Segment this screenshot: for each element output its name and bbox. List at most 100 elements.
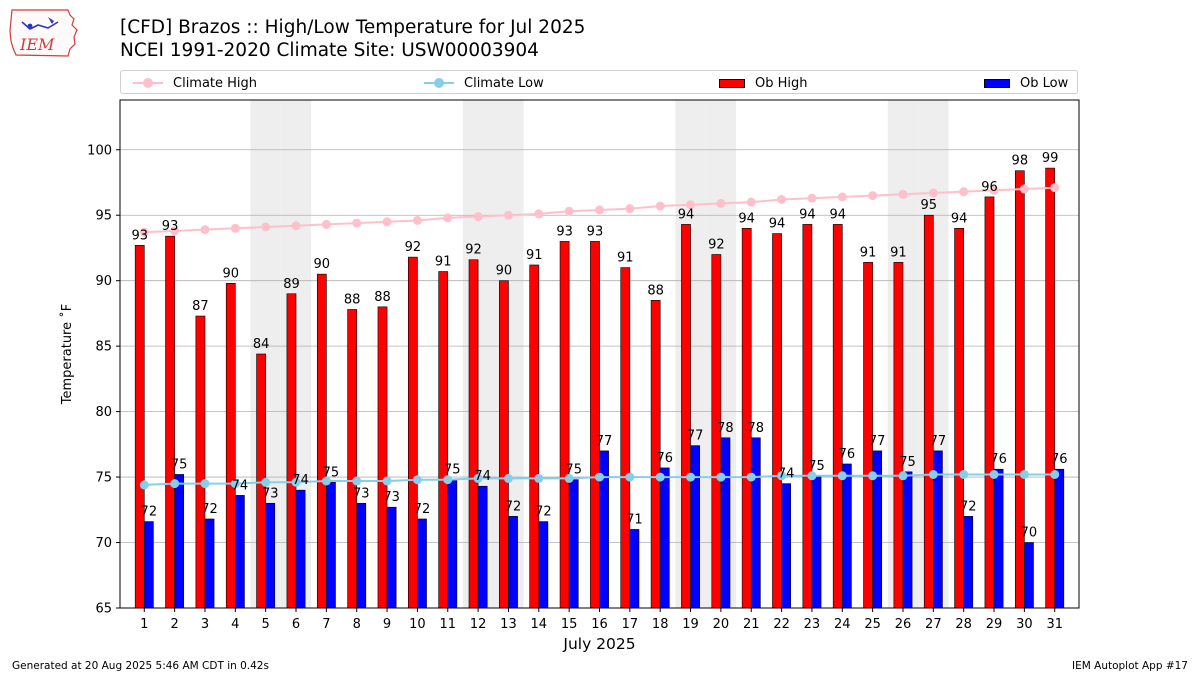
climate-low-point (959, 469, 969, 479)
ob-high-label: 89 (283, 277, 300, 292)
ob-high-bar (1014, 170, 1025, 609)
y-tick-label: 95 (95, 209, 112, 224)
y-tick-label: 80 (95, 405, 112, 420)
ob-low-label: 73 (383, 490, 400, 505)
climate-low-point (928, 469, 938, 479)
climate-high-point (473, 212, 483, 222)
legend-label-ob-high: Ob High (755, 75, 808, 91)
climate-high-swatch (133, 78, 163, 88)
y-tick-label: 65 (95, 602, 112, 617)
ob-high-label: 88 (374, 290, 391, 305)
climate-low-point (139, 480, 149, 490)
ob-low-bar (447, 479, 458, 609)
ob-high-label: 92 (708, 237, 725, 252)
x-tick-label: 12 (470, 617, 487, 632)
climate-low-point (716, 472, 726, 482)
ob-low-bar (963, 516, 974, 609)
ob-high-label: 88 (647, 283, 664, 298)
climate-high-point (868, 191, 878, 201)
ob-high-label: 90 (222, 266, 239, 281)
ob-high-label: 95 (921, 198, 938, 213)
ob-high-bar (408, 256, 418, 609)
legend-item-ob-high: Ob High (719, 71, 808, 95)
climate-low-point (230, 479, 240, 489)
climate-high-point (412, 215, 422, 225)
x-tick-label: 5 (262, 617, 270, 632)
legend-label-climate-high: Climate High (173, 75, 258, 91)
ob-high-bar (559, 241, 570, 609)
ob-low-bar (659, 467, 670, 609)
climate-low-point (261, 477, 271, 487)
iem-logo: IEM (9, 9, 78, 57)
climate-low-point (1050, 469, 1060, 479)
climate-high-point (352, 218, 362, 228)
ob-high-label: 90 (496, 264, 513, 279)
x-tick-label: 19 (682, 617, 699, 632)
climate-high-point (261, 222, 271, 232)
ob-low-bar (508, 516, 518, 609)
ob-low-bar (265, 502, 276, 609)
ob-low-label: 73 (262, 486, 279, 501)
ob-low-label: 76 (839, 447, 856, 462)
climate-high-point (170, 226, 180, 236)
x-tick-label: 31 (1046, 617, 1063, 632)
climate-low-point (595, 472, 604, 482)
ob-high-bar (468, 259, 479, 609)
x-tick-label: 26 (895, 617, 912, 632)
ob-high-bar (590, 241, 600, 609)
climate-low-point (473, 473, 483, 483)
ob-low-swatch (984, 78, 1010, 88)
ob-low-bar (750, 437, 761, 609)
ob-low-label: 74 (778, 467, 795, 482)
y-tick-label: 85 (95, 340, 112, 355)
climate-high-point (989, 185, 999, 195)
y-tick-label: 100 (87, 143, 112, 158)
x-tick-label: 11 (439, 617, 456, 632)
climate-high-point (777, 195, 787, 205)
ob-low-label: 75 (565, 463, 582, 478)
ob-low-bar (143, 521, 154, 609)
ob-low-bar (1024, 542, 1034, 609)
ob-low-label: 77 (687, 429, 704, 444)
x-tick-label: 17 (622, 617, 639, 632)
ob-low-bar (538, 521, 549, 609)
ob-high-label: 94 (829, 207, 846, 222)
climate-high-point (625, 204, 635, 214)
ob-low-bar (174, 474, 185, 609)
ob-high-label: 94 (799, 207, 816, 222)
climate-low-point (1019, 469, 1029, 479)
x-tick-label: 2 (170, 617, 178, 632)
ob-low-label: 72 (505, 499, 522, 514)
ob-low-label: 75 (808, 459, 825, 474)
climate-high-point (928, 188, 938, 198)
ob-high-bar (347, 309, 358, 609)
x-tick-label: 14 (531, 617, 548, 632)
climate-low-point (625, 472, 635, 482)
climate-low-point (412, 475, 422, 485)
climate-high-point (443, 213, 453, 223)
ob-high-bar (195, 315, 206, 609)
ob-high-label: 93 (587, 224, 604, 239)
climate-low-point (352, 476, 362, 486)
x-tick-label: 22 (773, 617, 790, 632)
chart-subtitle: NCEI 1991-2020 Climate Site: USW00003904 (120, 40, 539, 61)
climate-low-point (170, 479, 180, 489)
ob-high-label: 99 (1042, 151, 1059, 166)
ob-low-bar (477, 485, 488, 609)
climate-low-swatch (424, 78, 454, 88)
ob-low-label: 74 (292, 473, 309, 488)
x-tick-label: 21 (743, 617, 760, 632)
ob-low-label: 76 (1051, 452, 1068, 467)
x-tick-label: 3 (201, 617, 209, 632)
ob-low-label: 76 (990, 452, 1007, 467)
ob-high-bar (954, 228, 964, 609)
ob-high-bar (772, 233, 782, 609)
ob-low-label: 75 (444, 463, 461, 478)
ob-low-bar (811, 475, 822, 609)
y-tick-label: 90 (95, 274, 112, 289)
ob-low-label: 76 (656, 451, 673, 466)
ob-low-label: 77 (869, 434, 886, 449)
ob-high-bar (832, 224, 843, 609)
climate-low-point (898, 471, 908, 481)
climate-high-point (716, 198, 726, 208)
